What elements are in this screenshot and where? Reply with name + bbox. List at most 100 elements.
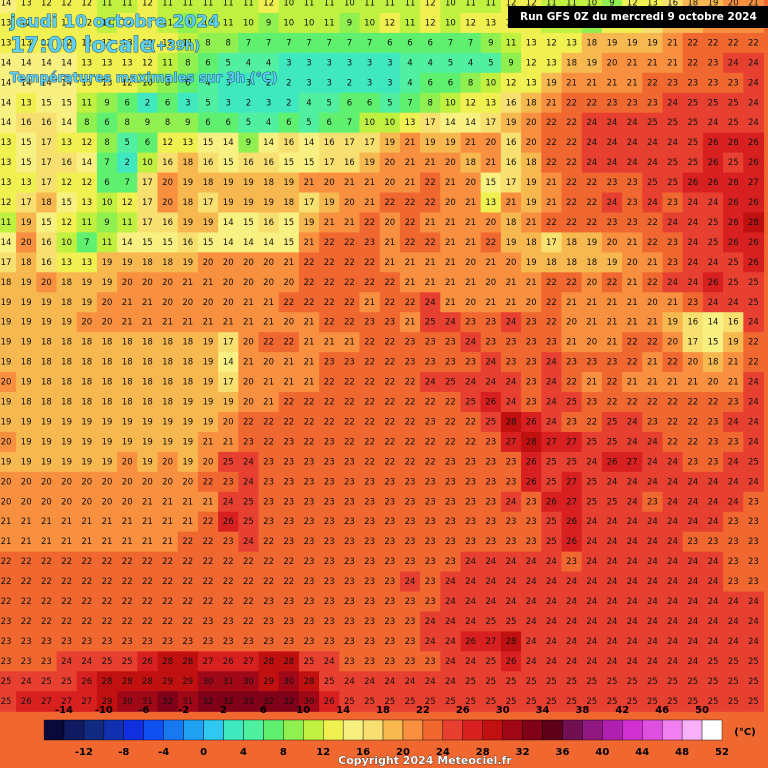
temperature-cell (460, 72, 482, 94)
temperature-value: 24 (627, 477, 638, 487)
temperature-value: 24 (728, 457, 739, 467)
temperature-cell (622, 372, 643, 393)
temperature-value: 21 (304, 318, 315, 328)
temperature-value: 22 (384, 198, 395, 208)
temperature-value: 22 (102, 597, 113, 607)
temperature-value: 24 (728, 298, 739, 308)
temperature-value: 22 (465, 417, 476, 427)
temperature-cell (339, 352, 361, 373)
temperature-cell (117, 172, 138, 194)
temperature-cell (399, 192, 421, 214)
temperature-value: 23 (445, 517, 456, 527)
temperature-value: 24 (748, 58, 759, 68)
temperature-value: 13 (526, 38, 537, 48)
date: jeudi 10 octobre 2024 (9, 12, 220, 32)
temperature-cell (238, 192, 260, 214)
temperature-value: 22 (344, 298, 355, 308)
temperature-value: 20 (162, 457, 173, 467)
temperature-value: 23 (223, 477, 234, 487)
temperature-value: 4 (306, 98, 311, 108)
temperature-value: 20 (182, 298, 193, 308)
temperature-value: 26 (485, 398, 496, 408)
temperature-value: 22 (61, 577, 72, 587)
temperature-cell (177, 172, 199, 194)
temperature-cell (137, 52, 159, 74)
temperature-value: 18 (162, 338, 173, 348)
temperature-value: 25 (728, 98, 739, 108)
temperature-value: 11 (324, 0, 335, 9)
temperature-value: 21 (607, 298, 618, 308)
temperature-value: 26 (708, 178, 719, 188)
temperature-value: 11 (162, 0, 173, 9)
temperature-value: 4 (407, 58, 412, 68)
temperature-value: 22 (566, 118, 577, 128)
temperature-value: 22 (182, 577, 193, 587)
temperature-value: 23 (223, 637, 234, 647)
temperature-value: 24 (445, 597, 456, 607)
temperature-value: 24 (546, 417, 557, 427)
temperature-value: 29 (263, 677, 274, 687)
temperature-value: 21 (243, 318, 254, 328)
temperature-cell (76, 232, 98, 253)
temperature-value: 19 (61, 457, 72, 467)
temperature-value: 25 (364, 697, 375, 707)
legend-label: 2 (220, 705, 227, 716)
temperature-value: 24 (465, 597, 476, 607)
temperature-cell (480, 372, 502, 393)
temperature-value: 24 (526, 637, 537, 647)
temperature-cell (36, 52, 58, 74)
temperature-value: 17 (324, 158, 335, 168)
temperature-cell (622, 112, 643, 134)
temperature-value: 12 (506, 78, 517, 88)
temperature-cell (56, 292, 78, 313)
temperature-value: 18 (182, 358, 193, 368)
temperature-value: 10 (243, 18, 254, 28)
temperature-value: 6 (104, 178, 109, 188)
temperature-cell (420, 52, 441, 74)
temperature-cell (379, 212, 401, 234)
temperature-cell (682, 232, 704, 253)
temperature-value: 12 (41, 0, 52, 9)
temperature-cell (218, 192, 239, 214)
temperature-value: 23 (647, 98, 658, 108)
temperature-value: 23 (566, 417, 577, 427)
temperature-value: 21 (41, 537, 52, 547)
temperature-cell (0, 411, 17, 433)
temperature-value: 22 (21, 617, 32, 627)
temperature-value: 22 (586, 178, 597, 188)
temperature-value: 24 (607, 617, 618, 627)
temperature-cell (420, 332, 441, 353)
temperature-value: 29 (182, 677, 193, 687)
temperature-value: 17 (364, 138, 375, 148)
temperature-cell (137, 72, 159, 94)
temperature-value: 22 (364, 378, 375, 388)
temperature-cell (440, 92, 462, 114)
temperature-cell (16, 411, 37, 433)
temperature-value: 24 (607, 477, 618, 487)
temperature-cell (36, 92, 58, 114)
temperature-cell (500, 92, 522, 114)
temperature-cell (662, 132, 684, 154)
temperature-value: 21 (566, 298, 577, 308)
temperature-value: 17 (304, 198, 315, 208)
legend-label: -10 (95, 705, 113, 716)
temperature-value: 19 (728, 338, 739, 348)
temperature-cell (319, 232, 340, 253)
temperature-cell (420, 411, 441, 433)
temperature-value: 18 (81, 398, 92, 408)
legend-label: 26 (456, 705, 470, 716)
temperature-cell (561, 72, 583, 94)
temperature-value: 23 (485, 437, 496, 447)
temperature-value: 24 (243, 477, 254, 487)
temperature-cell (379, 252, 401, 273)
temperature-value: 19 (203, 417, 214, 427)
temperature-value: 18 (122, 378, 133, 388)
temperature-cell (298, 192, 320, 214)
temperature-value: 24 (566, 637, 577, 647)
temperature-value: 20 (102, 477, 113, 487)
temperature-value: 19 (203, 398, 214, 408)
temperature-cell (238, 212, 260, 234)
temperature-cell (702, 392, 724, 413)
temperature-cell (440, 52, 462, 74)
temperature-value: 3 (306, 58, 311, 68)
